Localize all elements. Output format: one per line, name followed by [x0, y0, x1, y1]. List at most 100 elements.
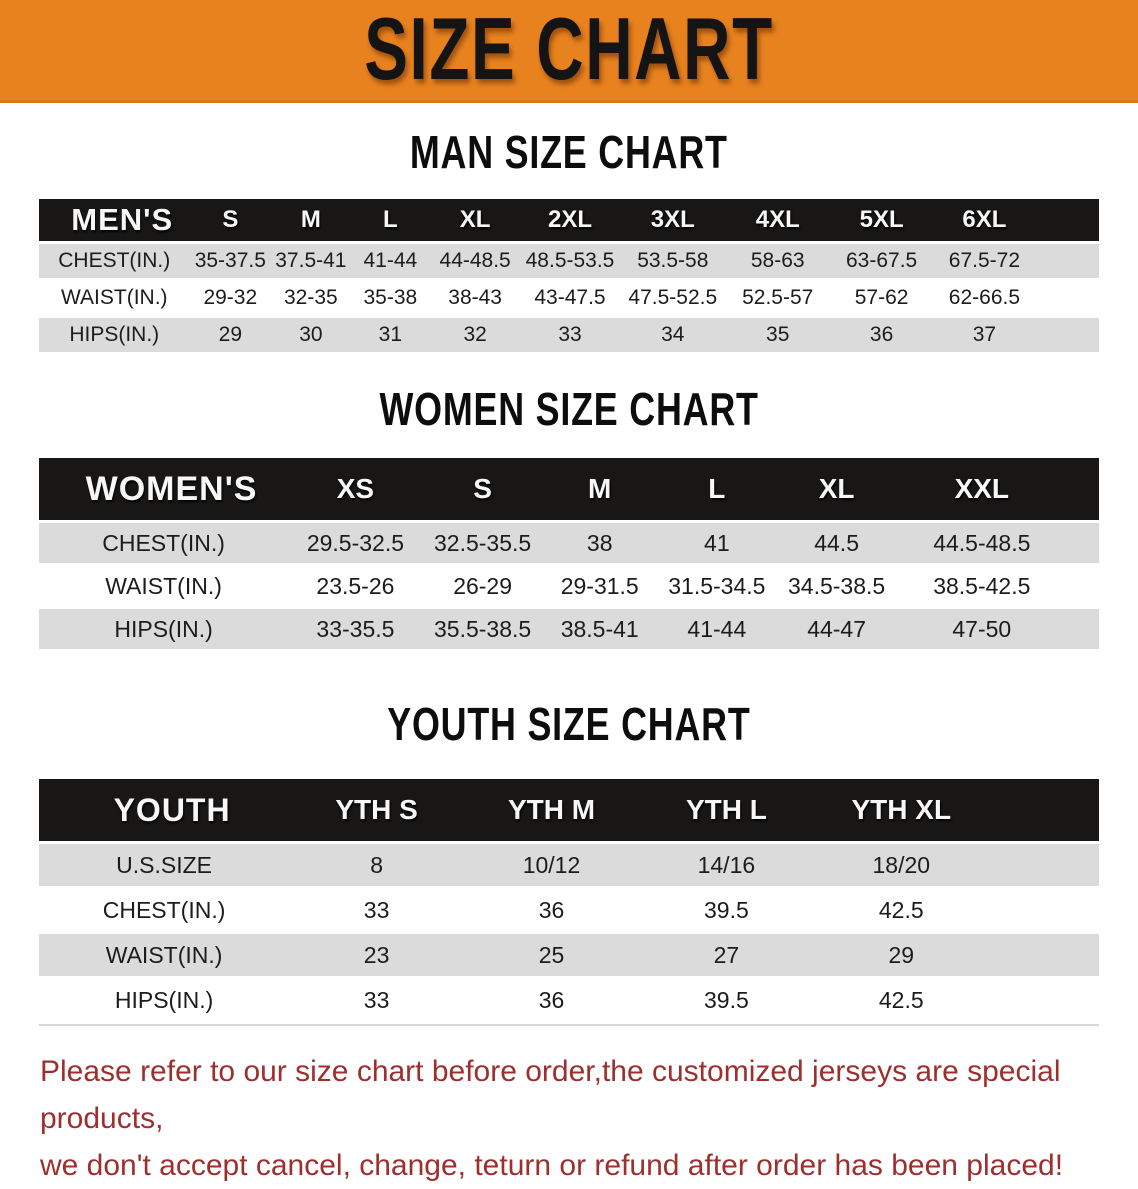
women-size-column-xl: XL	[818, 473, 855, 504]
row-spacer	[1035, 244, 1099, 278]
men-section-heading: MAN SIZE CHART	[0, 128, 1138, 176]
women-header-spacer	[1067, 458, 1099, 520]
measurement-value: 23	[363, 941, 390, 968]
men-waist-row: WAIST(IN.) 29-32 32-35 35-38 38-43 43-47…	[39, 281, 1099, 315]
row-spacer	[989, 979, 1099, 1021]
measurement-value: 47-50	[952, 615, 1012, 642]
women-hips-row: HIPS(IN.) 33-35.5 35.5-38.5 38.5-41 41-4…	[39, 609, 1099, 649]
men-size-column-l: L	[383, 206, 398, 233]
men-table-label: MEN'S	[71, 202, 174, 237]
banner: SIZE CHART	[0, 0, 1138, 103]
youth-table-header-row: YOUTH YTH S YTH M YTH L YTH XL	[39, 779, 1099, 841]
women-size-column-xxl: XXL	[954, 473, 1010, 504]
women-size-column-m: M	[588, 473, 612, 504]
row-spacer	[989, 889, 1099, 931]
measurement-value: 35-37.5	[194, 249, 266, 272]
youth-hips-row: HIPS(IN.) 33 36 39.5 42.5	[39, 979, 1099, 1021]
row-spacer	[989, 844, 1099, 886]
women-section-heading-text: WOMEN SIZE CHART	[379, 383, 759, 435]
measurement-value: 38.5-42.5	[933, 572, 1031, 599]
row-spacer	[989, 934, 1099, 976]
measurement-value: 30	[299, 323, 323, 346]
row-label: HIPS(IN.)	[114, 615, 213, 642]
men-size-column-xl: XL	[459, 206, 491, 233]
women-size-table: WOMEN'S XS S M L XL XXL CHEST(IN.) 29.5-…	[39, 455, 1099, 652]
youth-ussize-row: U.S.SIZE 8 10/12 14/16 18/20	[39, 844, 1099, 886]
measurement-value: 33-35.5	[316, 615, 395, 642]
disclaimer-line-1: Please refer to our size chart before or…	[40, 1055, 1061, 1135]
measurement-value: 67.5-72	[948, 249, 1021, 272]
youth-table-label: YOUTH	[113, 791, 231, 828]
men-size-column-4xl: 4XL	[755, 206, 800, 233]
measurement-value: 36	[869, 323, 894, 346]
measurement-value: 44.5-48.5	[933, 529, 1031, 556]
youth-header-spacer	[989, 779, 1099, 841]
youth-chest-row: CHEST(IN.) 33 36 39.5 42.5	[39, 889, 1099, 931]
measurement-value: 38	[586, 529, 613, 556]
measurement-value: 29.5-32.5	[306, 529, 405, 556]
men-size-column-m: M	[300, 206, 321, 233]
disclaimer-text: Please refer to our size chart before or…	[0, 1048, 1138, 1189]
row-spacer	[1067, 523, 1099, 563]
row-label: CHEST(IN.)	[102, 896, 226, 923]
measurement-value: 18/20	[872, 851, 931, 878]
measurement-value: 41-44	[363, 249, 418, 272]
measurement-value: 29-31.5	[560, 572, 639, 599]
men-chest-row: CHEST(IN.) 35-37.5 37.5-41 41-44 44-48.5…	[39, 244, 1099, 278]
measurement-value: 37.5-41	[275, 249, 347, 272]
measurement-value: 42.5	[878, 896, 924, 923]
measurement-value: 33	[363, 896, 390, 923]
youth-size-column-xl: YTH XL	[851, 794, 952, 825]
row-label: WAIST(IN.)	[60, 286, 168, 309]
measurement-value: 62-66.5	[948, 286, 1021, 309]
row-label: WAIST(IN.)	[105, 572, 222, 599]
women-chest-row: CHEST(IN.) 29.5-32.5 32.5-35.5 38 41 44.…	[39, 523, 1099, 563]
men-hips-row: HIPS(IN.) 29 30 31 32 33 34 35 36 37	[39, 318, 1099, 352]
measurement-value: 44-47	[807, 615, 867, 642]
measurement-value: 14/16	[697, 851, 756, 878]
men-size-column-5xl: 5XL	[859, 206, 904, 233]
men-size-table: MEN'S S M L XL 2XL 3XL 4XL 5XL 6XL CHEST…	[39, 196, 1099, 355]
banner-title: SIZE CHART	[364, 0, 774, 99]
row-label: HIPS(IN.)	[69, 323, 160, 346]
men-section-heading-text: MAN SIZE CHART	[410, 126, 728, 178]
women-size-column-s: S	[473, 473, 492, 504]
women-section-heading: WOMEN SIZE CHART	[0, 385, 1138, 433]
youth-size-table: YOUTH YTH S YTH M YTH L YTH XL U.S.SIZE …	[39, 776, 1099, 1026]
row-label: HIPS(IN.)	[114, 986, 214, 1013]
measurement-value: 42.5	[878, 986, 924, 1013]
row-label: U.S.SIZE	[116, 851, 212, 878]
measurement-value: 35	[766, 323, 790, 346]
row-label: CHEST(IN.)	[58, 249, 171, 272]
youth-section-heading: YOUTH SIZE CHART	[0, 700, 1138, 748]
measurement-value: 52.5-57	[742, 286, 814, 309]
men-size-column-6xl: 6XL	[962, 206, 1007, 233]
measurement-value: 29	[218, 323, 242, 346]
measurement-value: 32.5-35.5	[434, 529, 532, 556]
measurement-value: 35.5-38.5	[434, 615, 532, 642]
youth-waist-row: WAIST(IN.) 23 25 27 29	[39, 934, 1099, 976]
measurement-value: 47.5-52.5	[628, 286, 718, 309]
men-size-column-3xl: 3XL	[650, 206, 695, 233]
measurement-value: 38.5-41	[560, 615, 639, 642]
measurement-value: 23.5-26	[316, 572, 395, 599]
measurement-value: 31.5-34.5	[668, 572, 766, 599]
women-waist-row: WAIST(IN.) 23.5-26 26-29 29-31.5 31.5-34…	[39, 566, 1099, 606]
measurement-value: 36	[538, 896, 565, 923]
measurement-value: 25	[538, 941, 565, 968]
men-table-header-row: MEN'S S M L XL 2XL 3XL 4XL 5XL 6XL	[39, 199, 1099, 241]
row-label: CHEST(IN.)	[102, 529, 225, 556]
measurement-value: 29	[888, 941, 915, 968]
disclaimer-line-2: we don't accept cancel, change, teturn o…	[40, 1149, 1064, 1182]
measurement-value: 58-63	[750, 249, 805, 272]
women-size-column-xs: XS	[336, 473, 375, 504]
measurement-value: 8	[370, 851, 383, 878]
youth-section-heading-text: YOUTH SIZE CHART	[387, 698, 751, 750]
measurement-value: 26-29	[453, 572, 513, 599]
measurement-value: 29-32	[203, 286, 258, 309]
women-table-label: WOMEN'S	[85, 469, 258, 508]
measurement-value: 35-38	[363, 286, 418, 309]
youth-size-column-l: YTH L	[685, 794, 767, 825]
youth-size-column-s: YTH S	[335, 794, 418, 825]
